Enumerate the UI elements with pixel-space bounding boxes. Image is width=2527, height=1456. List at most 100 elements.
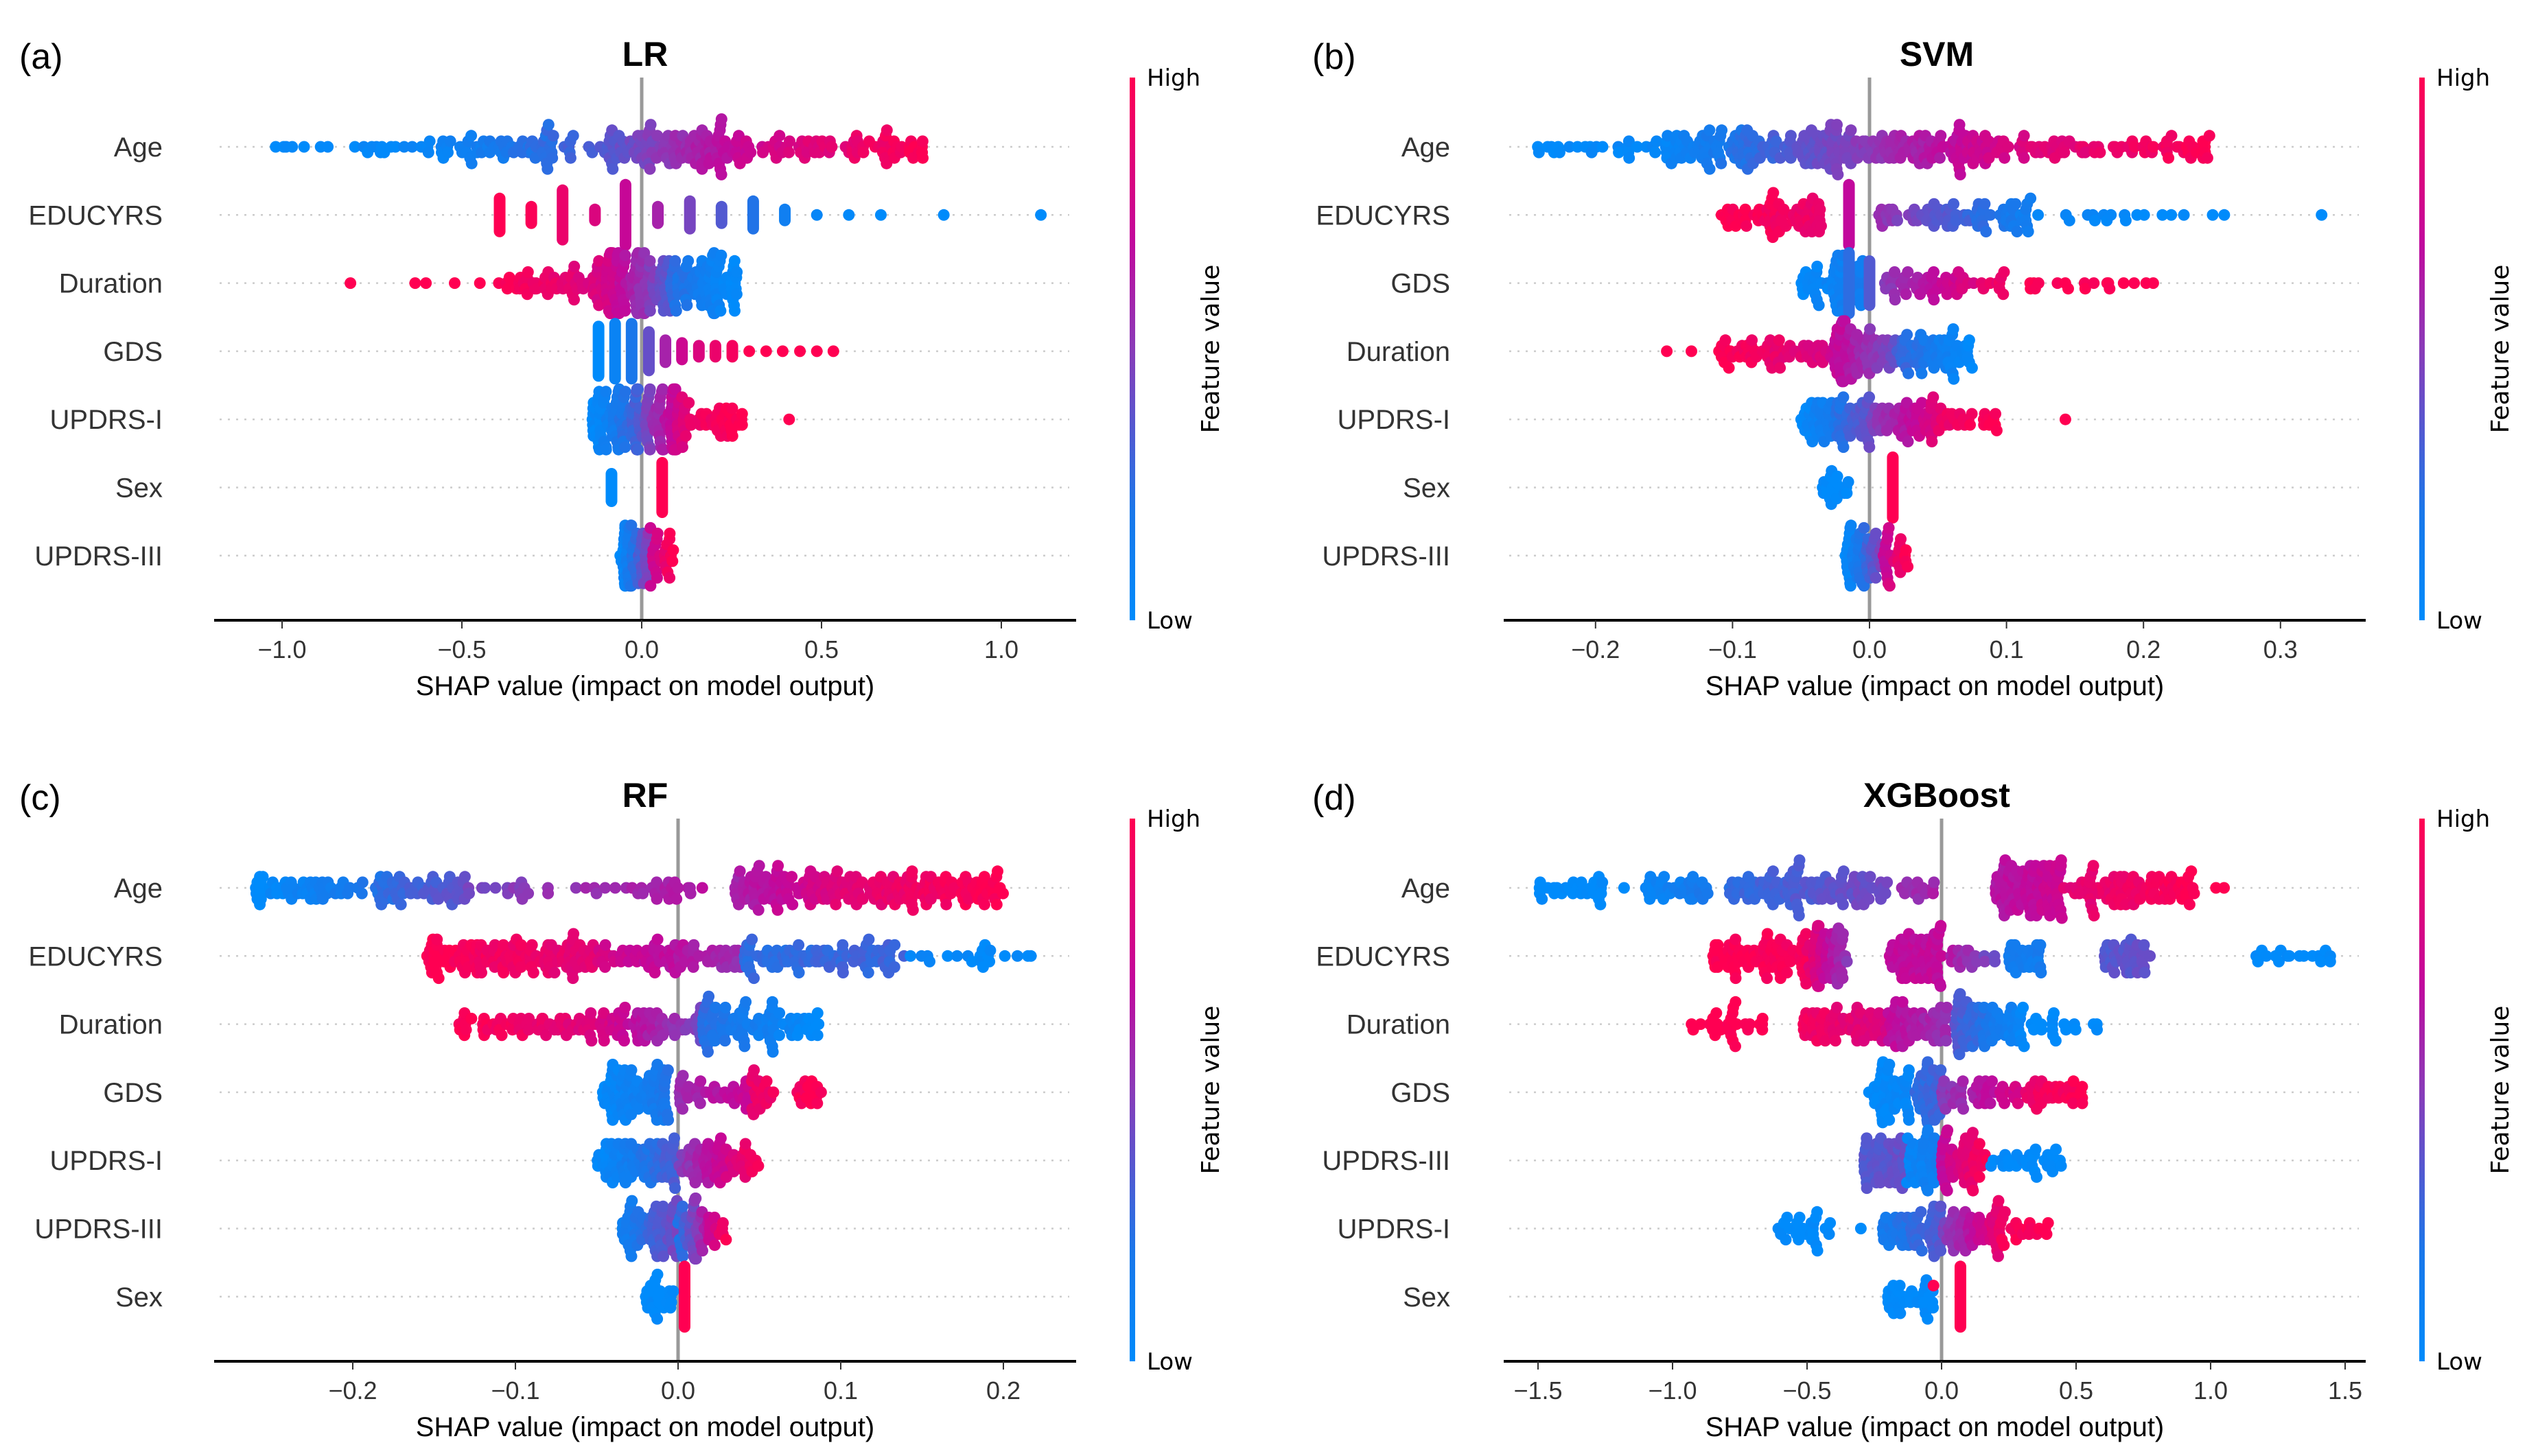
shap-dot: [773, 130, 786, 142]
shap-dot: [2119, 214, 2132, 226]
x-tick-label: −0.1: [1708, 635, 1757, 664]
shap-dot-column: [1843, 178, 1855, 251]
shap-dot: [2316, 209, 2328, 221]
shap-dot: [752, 904, 765, 916]
shap-dot: [728, 255, 741, 267]
shap-dot: [1631, 141, 1643, 153]
shap-dot: [786, 871, 798, 883]
feature-label: Sex: [115, 473, 163, 504]
shap-dot: [322, 141, 334, 153]
shap-dot: [2031, 1171, 2042, 1183]
shap-dot: [1980, 226, 1992, 237]
shap-dot: [1811, 1206, 1824, 1218]
shap-dot: [2062, 283, 2074, 295]
shap-dot: [668, 1132, 680, 1144]
shap-dot: [784, 135, 795, 148]
shap-dot: [609, 882, 621, 894]
shap-dot: [783, 413, 795, 425]
shap-dot: [1900, 288, 1912, 301]
shap-dot: [772, 860, 784, 872]
shap-dot: [1715, 157, 1727, 169]
shap-dot: [1829, 1035, 1841, 1047]
shap-dot: [752, 1160, 765, 1172]
shap-dot: [662, 1114, 675, 1126]
shap-dot: [567, 972, 579, 985]
shap-dot: [1739, 203, 1751, 215]
shap-dot: [1730, 972, 1742, 985]
feature-label: EDUCYRS: [28, 200, 163, 231]
shap-dot: [1701, 887, 1714, 900]
feature-label: UPDRS-III: [1322, 1146, 1450, 1176]
feature-dots-sex: [1817, 451, 1899, 524]
shap-dot: [714, 305, 727, 317]
beeswarm-dots: [1532, 119, 2328, 592]
shap-dot: [1984, 1097, 1996, 1109]
shap-dot: [1622, 135, 1635, 148]
shap-dot: [2139, 967, 2151, 978]
shap-dot: [811, 1097, 824, 1109]
shap-dot: [739, 1138, 752, 1150]
shap-dot: [2017, 1001, 2029, 1013]
shap-dot: [1780, 1234, 1792, 1246]
shap-dot: [1793, 1211, 1806, 1223]
shap-dot: [2138, 939, 2150, 951]
x-tick-label: −0.1: [491, 1376, 539, 1405]
shap-dot: [669, 1182, 682, 1195]
shap-dot: [1864, 323, 1876, 336]
shap-dot: [1781, 1211, 1793, 1223]
shap-dot: [677, 1200, 688, 1212]
shap-dot: [940, 898, 953, 911]
shap-dot: [423, 135, 436, 148]
feature-dots-educyrs: [493, 178, 1047, 251]
shap-dot-column: [743, 345, 756, 357]
shap-dot: [1831, 470, 1843, 482]
shap-dot: [773, 1007, 786, 1019]
shap-dot: [748, 972, 760, 985]
shap-dot-column: [811, 209, 823, 221]
shap-dot: [916, 135, 929, 148]
panel-tag: (b): [1312, 37, 1356, 77]
shap-dot: [767, 1086, 780, 1099]
shap-dot: [1902, 561, 1914, 573]
shap-dot: [715, 168, 727, 180]
feature-label: Duration: [1347, 337, 1450, 367]
shap-dot-column: [619, 178, 631, 251]
feature-dots-updrs-iii: [616, 1193, 732, 1265]
shap-dot: [889, 939, 901, 951]
shap-dot-column: [794, 345, 806, 357]
shap-dot-column: [709, 340, 721, 363]
shap-dot: [2079, 146, 2091, 158]
shap-dot: [978, 898, 990, 911]
shap-dot: [1941, 1001, 1953, 1013]
feature-label: Sex: [115, 1282, 163, 1313]
feature-dots-updrs-i: [1795, 391, 2071, 454]
shap-dot-column: [760, 345, 772, 357]
shap-dot-column: [625, 318, 638, 385]
shap-dot: [442, 146, 454, 158]
shap-dot: [599, 961, 612, 973]
shap-dot: [1915, 397, 1928, 409]
shap-dot: [745, 146, 757, 158]
shap-dot: [677, 1250, 689, 1263]
feature-dots-duration: [1661, 315, 1978, 388]
shap-dot: [1863, 441, 1876, 454]
shap-dot: [767, 1046, 779, 1058]
shap-dot: [349, 141, 361, 153]
shap-dot: [679, 430, 692, 442]
feature-dots-duration: [345, 247, 743, 320]
shap-dot: [1811, 260, 1824, 272]
shap-dot: [1953, 119, 1966, 131]
feature-label: UPDRS-III: [34, 1214, 163, 1245]
shap-dot: [2206, 209, 2219, 221]
shap-dot-column: [609, 318, 621, 385]
shap-dot: [1883, 1059, 1896, 1070]
shap-dot: [599, 882, 612, 894]
shap-dot: [2022, 226, 2034, 237]
feature-label: Sex: [1403, 473, 1450, 504]
feature-dots-age: [250, 860, 1009, 916]
feature-label: UPDRS-I: [50, 405, 163, 435]
shap-dot: [498, 939, 509, 951]
shap-dot: [670, 305, 682, 317]
shap-dot: [990, 898, 1003, 911]
shap-dot: [2108, 967, 2121, 978]
